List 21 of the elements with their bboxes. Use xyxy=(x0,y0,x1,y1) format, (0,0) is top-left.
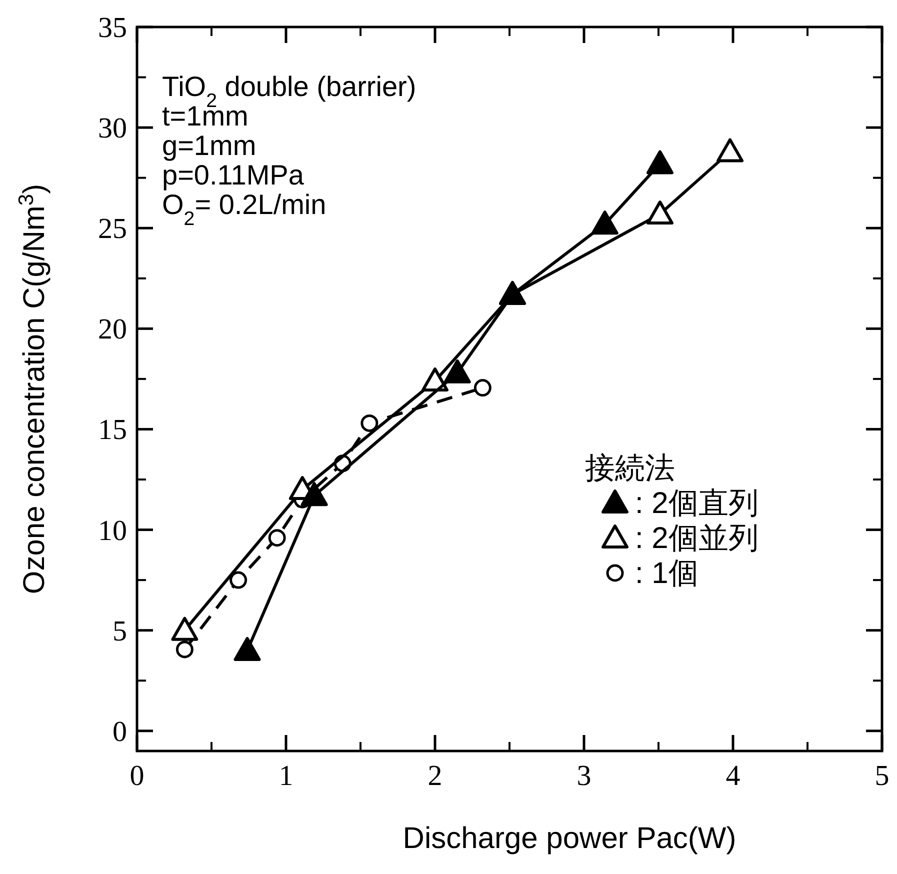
y-tick-label: 0 xyxy=(112,716,127,748)
y-tick-label: 35 xyxy=(98,12,127,44)
legend-label: : 2個並列 xyxy=(635,522,758,555)
legend-label: : 1個 xyxy=(635,557,698,590)
y-tick-label: 15 xyxy=(98,414,127,446)
x-axis-title: Discharge power Pac(W) xyxy=(402,822,736,855)
x-tick-label: 5 xyxy=(874,760,890,792)
x-tick-label: 1 xyxy=(278,760,294,792)
y-tick-label: 10 xyxy=(98,514,127,547)
x-tick-label: 3 xyxy=(576,760,592,792)
y-tick-label: 20 xyxy=(98,314,127,346)
annotation: p=0.11MPa xyxy=(162,160,304,190)
x-tick-label: 4 xyxy=(726,760,741,792)
annotation: O$_{2}$= 0.2L/min xyxy=(162,189,326,230)
annotation: g=1mm xyxy=(162,130,256,161)
legend-title: 接続法 xyxy=(585,452,675,485)
y-tick-label: 5 xyxy=(112,615,127,648)
y-tick-label: 30 xyxy=(98,112,127,145)
legend-label: : 2個直列 xyxy=(635,487,758,520)
x-tick-label: 2 xyxy=(428,760,442,792)
y-tick-label: 25 xyxy=(98,213,127,246)
